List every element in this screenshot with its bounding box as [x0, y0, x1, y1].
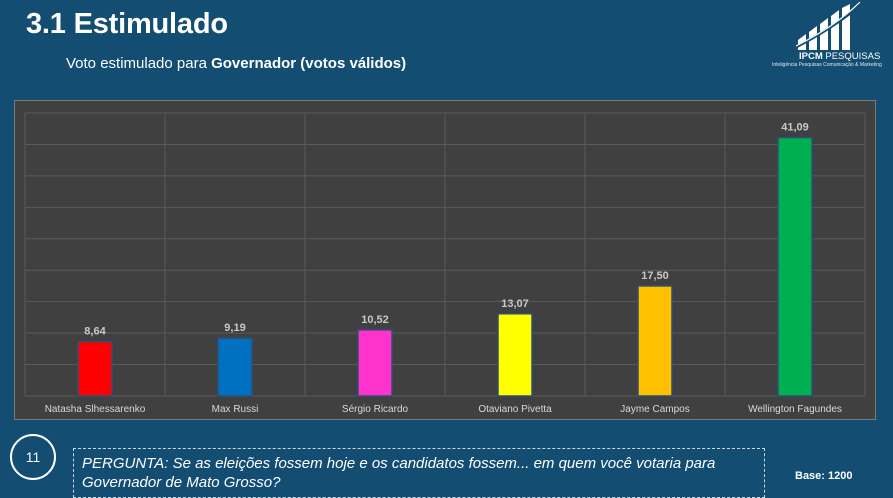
- bar-2: [217, 337, 253, 397]
- ipcm-logo-icon: [793, 2, 863, 50]
- x-tick-label: Otaviano Pivetta: [478, 404, 552, 415]
- bar-chart: 8,64 Natasha Slhessarenko 9,19 Max Russi 10,…: [14, 100, 876, 420]
- data-label: 41,09: [781, 122, 809, 134]
- x-tick-label: Wellington Fagundes: [748, 404, 842, 415]
- bar-6: [777, 136, 813, 397]
- logo-tagline: Inteligência Pesquisas Comunicação & Mar…: [772, 62, 882, 68]
- bar-1: [77, 340, 113, 397]
- page-number: 11: [10, 434, 56, 480]
- x-tick-label: Jayme Campos: [620, 404, 689, 415]
- bar-5: [637, 285, 673, 397]
- x-tick-label: Max Russi: [212, 404, 259, 415]
- bar-3: [357, 329, 393, 397]
- data-label: 10,52: [361, 314, 389, 326]
- x-tick-label: Sérgio Ricardo: [342, 404, 409, 415]
- data-label: 8,64: [84, 326, 106, 338]
- chart-subtitle: Voto estimulado para Governador (votos v…: [66, 55, 406, 72]
- sample-base: Base: 1200: [795, 470, 853, 482]
- subtitle-prefix: Voto estimulado para: [66, 55, 212, 72]
- chart-canvas: 8,64 Natasha Slhessarenko 9,19 Max Russi 10,…: [24, 112, 866, 415]
- data-label: 9,19: [224, 322, 245, 334]
- logo-name: IPCM PESQUISAS: [799, 51, 881, 62]
- page-title: 3.1 Estimulado: [26, 8, 228, 40]
- bar-4: [497, 313, 533, 397]
- survey-question: PERGUNTA: Se as eleições fossem hoje e o…: [73, 448, 765, 498]
- x-tick-label: Natasha Slhessarenko: [45, 404, 146, 415]
- data-label: 13,07: [501, 298, 529, 310]
- subtitle-bold: Governador (votos válidos): [211, 55, 407, 72]
- data-label: 17,50: [641, 270, 669, 282]
